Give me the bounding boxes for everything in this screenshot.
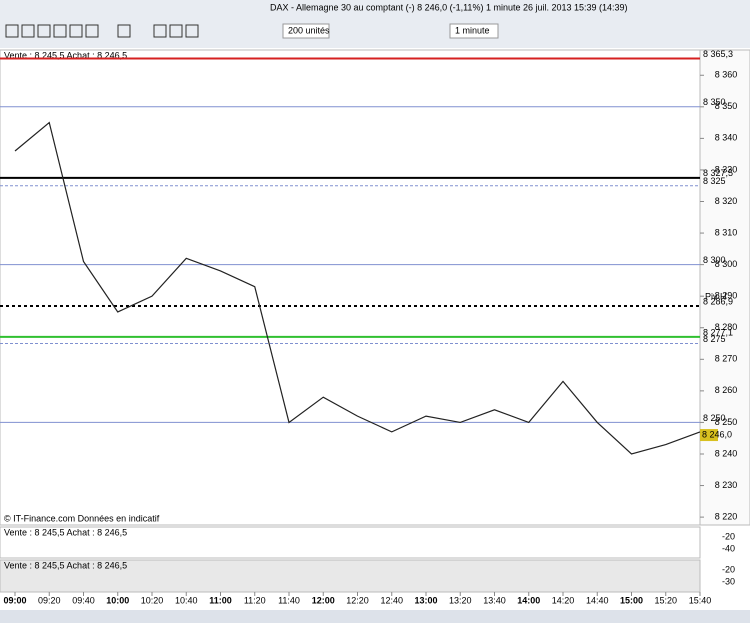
y-tick-label: 8 350 bbox=[715, 101, 738, 111]
panel-tick: -30 bbox=[722, 576, 735, 586]
window-title: DAX - Allemagne 30 au comptant (-) 8 246… bbox=[270, 2, 628, 12]
x-tick-label: 11:20 bbox=[244, 595, 266, 605]
x-tick-label: 15:00 bbox=[620, 595, 643, 605]
x-tick-label: 10:40 bbox=[175, 595, 198, 605]
price-axis bbox=[699, 49, 750, 526]
y-tick-label: 8 310 bbox=[715, 227, 738, 237]
watermark: © IT-Finance.com Données en indicatif bbox=[4, 513, 160, 523]
x-tick-label: 14:00 bbox=[517, 595, 540, 605]
y-tick-label: 8 330 bbox=[715, 164, 738, 174]
x-tick-label: 09:00 bbox=[3, 595, 26, 605]
panel-1 bbox=[0, 526, 701, 559]
y-tick-label: 8 230 bbox=[715, 480, 738, 490]
level-label: 8 277,1 bbox=[703, 327, 733, 337]
level-label: 8 325 bbox=[703, 176, 726, 186]
price-line bbox=[14, 121, 701, 455]
y-tick-label: 8 250 bbox=[715, 417, 738, 427]
y-tick-label: 8 240 bbox=[715, 448, 738, 458]
panel-quote: Vente : 8 245,5 Achat : 8 246,5 bbox=[4, 527, 127, 537]
last-price: 8 246,0 bbox=[702, 429, 732, 439]
panel-tick: -40 bbox=[722, 543, 735, 553]
panel-quote: Vente : 8 245,5 Achat : 8 246,5 bbox=[4, 560, 127, 570]
x-tick-label: 14:20 bbox=[552, 595, 575, 605]
level-label: 8 350 bbox=[703, 97, 726, 107]
panel-tick: -20 bbox=[722, 564, 735, 574]
x-tick-label: 14:40 bbox=[586, 595, 609, 605]
plot-area bbox=[0, 49, 701, 526]
x-tick-label: 10:20 bbox=[141, 595, 164, 605]
units-label: 200 unités bbox=[288, 25, 330, 35]
level-label: 8 300 bbox=[703, 255, 726, 265]
interval-label: 1 minute bbox=[455, 25, 490, 35]
x-tick-label: 13:20 bbox=[449, 595, 472, 605]
x-tick-label: 10:00 bbox=[106, 595, 129, 605]
y-tick-label: 8 220 bbox=[715, 511, 738, 521]
x-tick-label: 15:40 bbox=[689, 595, 712, 605]
last-price-box bbox=[700, 429, 718, 442]
y-tick-label: 8 270 bbox=[715, 354, 738, 364]
x-tick-label: 12:00 bbox=[312, 595, 335, 605]
x-tick-label: 11:00 bbox=[209, 595, 232, 605]
x-tick-label: 09:20 bbox=[38, 595, 61, 605]
y-tick-label: 8 280 bbox=[715, 322, 738, 332]
x-tick-label: 15:20 bbox=[654, 595, 677, 605]
x-tick-label: 12:20 bbox=[346, 595, 369, 605]
panel-2 bbox=[0, 559, 701, 593]
toolbar bbox=[0, 0, 750, 48]
level-label: 8 327,5 bbox=[703, 168, 733, 178]
level-label: 8 275 bbox=[703, 334, 726, 344]
pivot-label: Piv H bbox=[705, 291, 727, 301]
y-tick-label: 8 320 bbox=[715, 196, 738, 206]
tools[interactable] bbox=[5, 24, 199, 38]
y-tick-label: 8 340 bbox=[715, 133, 738, 143]
x-tick-label: 12:40 bbox=[380, 595, 403, 605]
scrollbar[interactable] bbox=[0, 610, 750, 623]
y-tick-label: 8 300 bbox=[715, 259, 738, 269]
x-tick-label: 13:40 bbox=[483, 595, 506, 605]
interval-dropdown[interactable] bbox=[449, 23, 499, 39]
x-tick-label: 09:40 bbox=[72, 595, 95, 605]
quote: Vente : 8 245,5 Achat : 8 246,5 bbox=[4, 50, 127, 60]
level-label: 8 365,3 bbox=[703, 49, 733, 59]
y-tick-label: 8 290 bbox=[715, 291, 738, 301]
level-label: 8 286,9 bbox=[703, 296, 733, 306]
y-tick-label: 8 260 bbox=[715, 385, 738, 395]
x-tick-label: 11:40 bbox=[278, 595, 300, 605]
x-tick-label: 13:00 bbox=[414, 595, 437, 605]
level-label: 8 250 bbox=[703, 413, 726, 423]
y-tick-label: 8 360 bbox=[715, 70, 738, 80]
panel-tick: -20 bbox=[722, 531, 735, 541]
units-dropdown[interactable] bbox=[282, 23, 330, 39]
